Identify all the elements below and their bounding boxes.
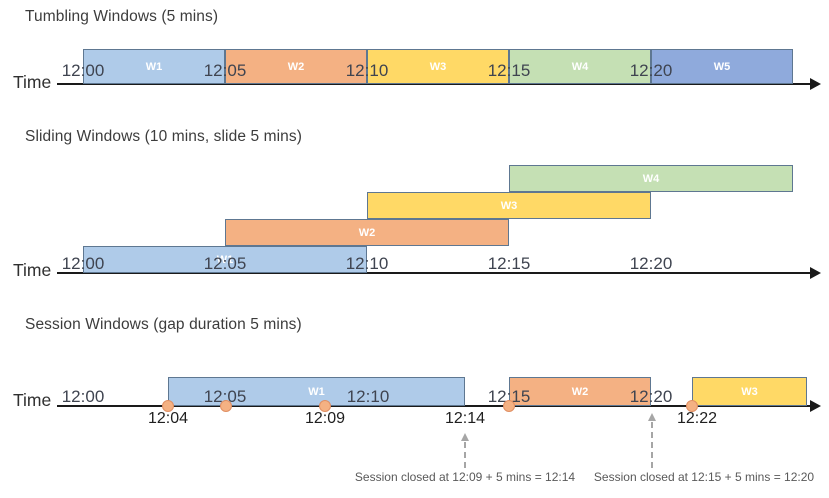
window-bar-w4: W4 <box>509 165 793 192</box>
tick-label: 12:00 <box>61 254 105 273</box>
window-label: W3 <box>741 385 758 398</box>
time-axis-label: Time <box>13 260 52 280</box>
tick-label: 12:10 <box>346 387 390 406</box>
axis-arrow-icon <box>810 267 821 279</box>
window-label: W5 <box>713 60 731 73</box>
window-label: W2 <box>287 60 305 73</box>
window-bar-w3: W3 <box>367 192 651 219</box>
window-label: W1 <box>308 385 325 398</box>
window-bar-w4: W4 <box>509 49 651 84</box>
section-title-sliding: Sliding Windows (10 mins, slide 5 mins) <box>25 128 302 145</box>
tick-label: 12:20 <box>629 254 673 273</box>
window-bar-w5: W5 <box>651 49 793 84</box>
tick-label: 12:10 <box>345 61 389 80</box>
event-time-label: 12:14 <box>444 410 486 427</box>
axis-arrow-icon <box>810 400 821 412</box>
tick-label: 12:05 <box>203 61 247 80</box>
tick-label: 12:05 <box>203 254 247 273</box>
event-dot <box>319 400 331 412</box>
callout-arrow-dashes <box>651 422 653 468</box>
window-label: W3 <box>429 60 447 73</box>
tick-label: 12:05 <box>203 387 247 406</box>
time-axis-label: Time <box>13 72 52 92</box>
tick-label: 12:00 <box>61 61 105 80</box>
tick-label: 12:15 <box>487 254 531 273</box>
event-dot <box>503 400 515 412</box>
section-title-session: Session Windows (gap duration 5 mins) <box>25 316 302 333</box>
callout-arrow-icon <box>648 413 656 421</box>
callout-arrow-dashes <box>464 442 466 468</box>
window-bar-w2: W2 <box>509 377 651 406</box>
tick-label: 12:15 <box>487 387 531 406</box>
event-time-label: 12:09 <box>304 410 346 427</box>
window-bar-w3: W3 <box>367 49 509 84</box>
window-bar-w1: W1 <box>83 49 225 84</box>
tick-label: 12:20 <box>629 61 673 80</box>
tick-label: 12:20 <box>629 387 673 406</box>
callout-arrow-icon <box>461 433 469 441</box>
window-label: W3 <box>500 199 518 212</box>
window-label: W4 <box>642 172 660 185</box>
window-bar-w3: W3 <box>692 377 807 406</box>
axis-arrow-icon <box>810 78 821 90</box>
window-label: W1 <box>145 60 163 73</box>
session-closed-annotation: Session closed at 12:15 + 5 mins = 12:20 <box>593 470 815 484</box>
time-axis <box>57 272 812 274</box>
time-axis-label: Time <box>13 390 52 410</box>
time-axis <box>57 83 812 85</box>
window-bar-w2: W2 <box>225 49 367 84</box>
session-closed-annotation: Session closed at 12:09 + 5 mins = 12:14 <box>354 470 576 484</box>
tick-label: 12:00 <box>61 387 105 406</box>
event-dot <box>220 400 232 412</box>
event-dot <box>686 400 698 412</box>
event-time-label: 12:04 <box>147 410 189 427</box>
tick-label: 12:10 <box>345 254 389 273</box>
window-bar-w2: W2 <box>225 219 509 246</box>
section-title-tumbling: Tumbling Windows (5 mins) <box>25 8 219 25</box>
window-bar-w1: W1 <box>83 246 367 273</box>
window-label: W1 <box>216 253 234 266</box>
window-label: W4 <box>571 60 589 73</box>
window-bar-w1: W1 <box>168 377 465 406</box>
event-time-label: 12:22 <box>676 410 718 427</box>
window-label: W2 <box>571 385 589 398</box>
tick-label: 12:15 <box>487 61 531 80</box>
time-axis <box>57 405 812 407</box>
window-label: W2 <box>358 226 376 239</box>
event-dot <box>162 400 174 412</box>
